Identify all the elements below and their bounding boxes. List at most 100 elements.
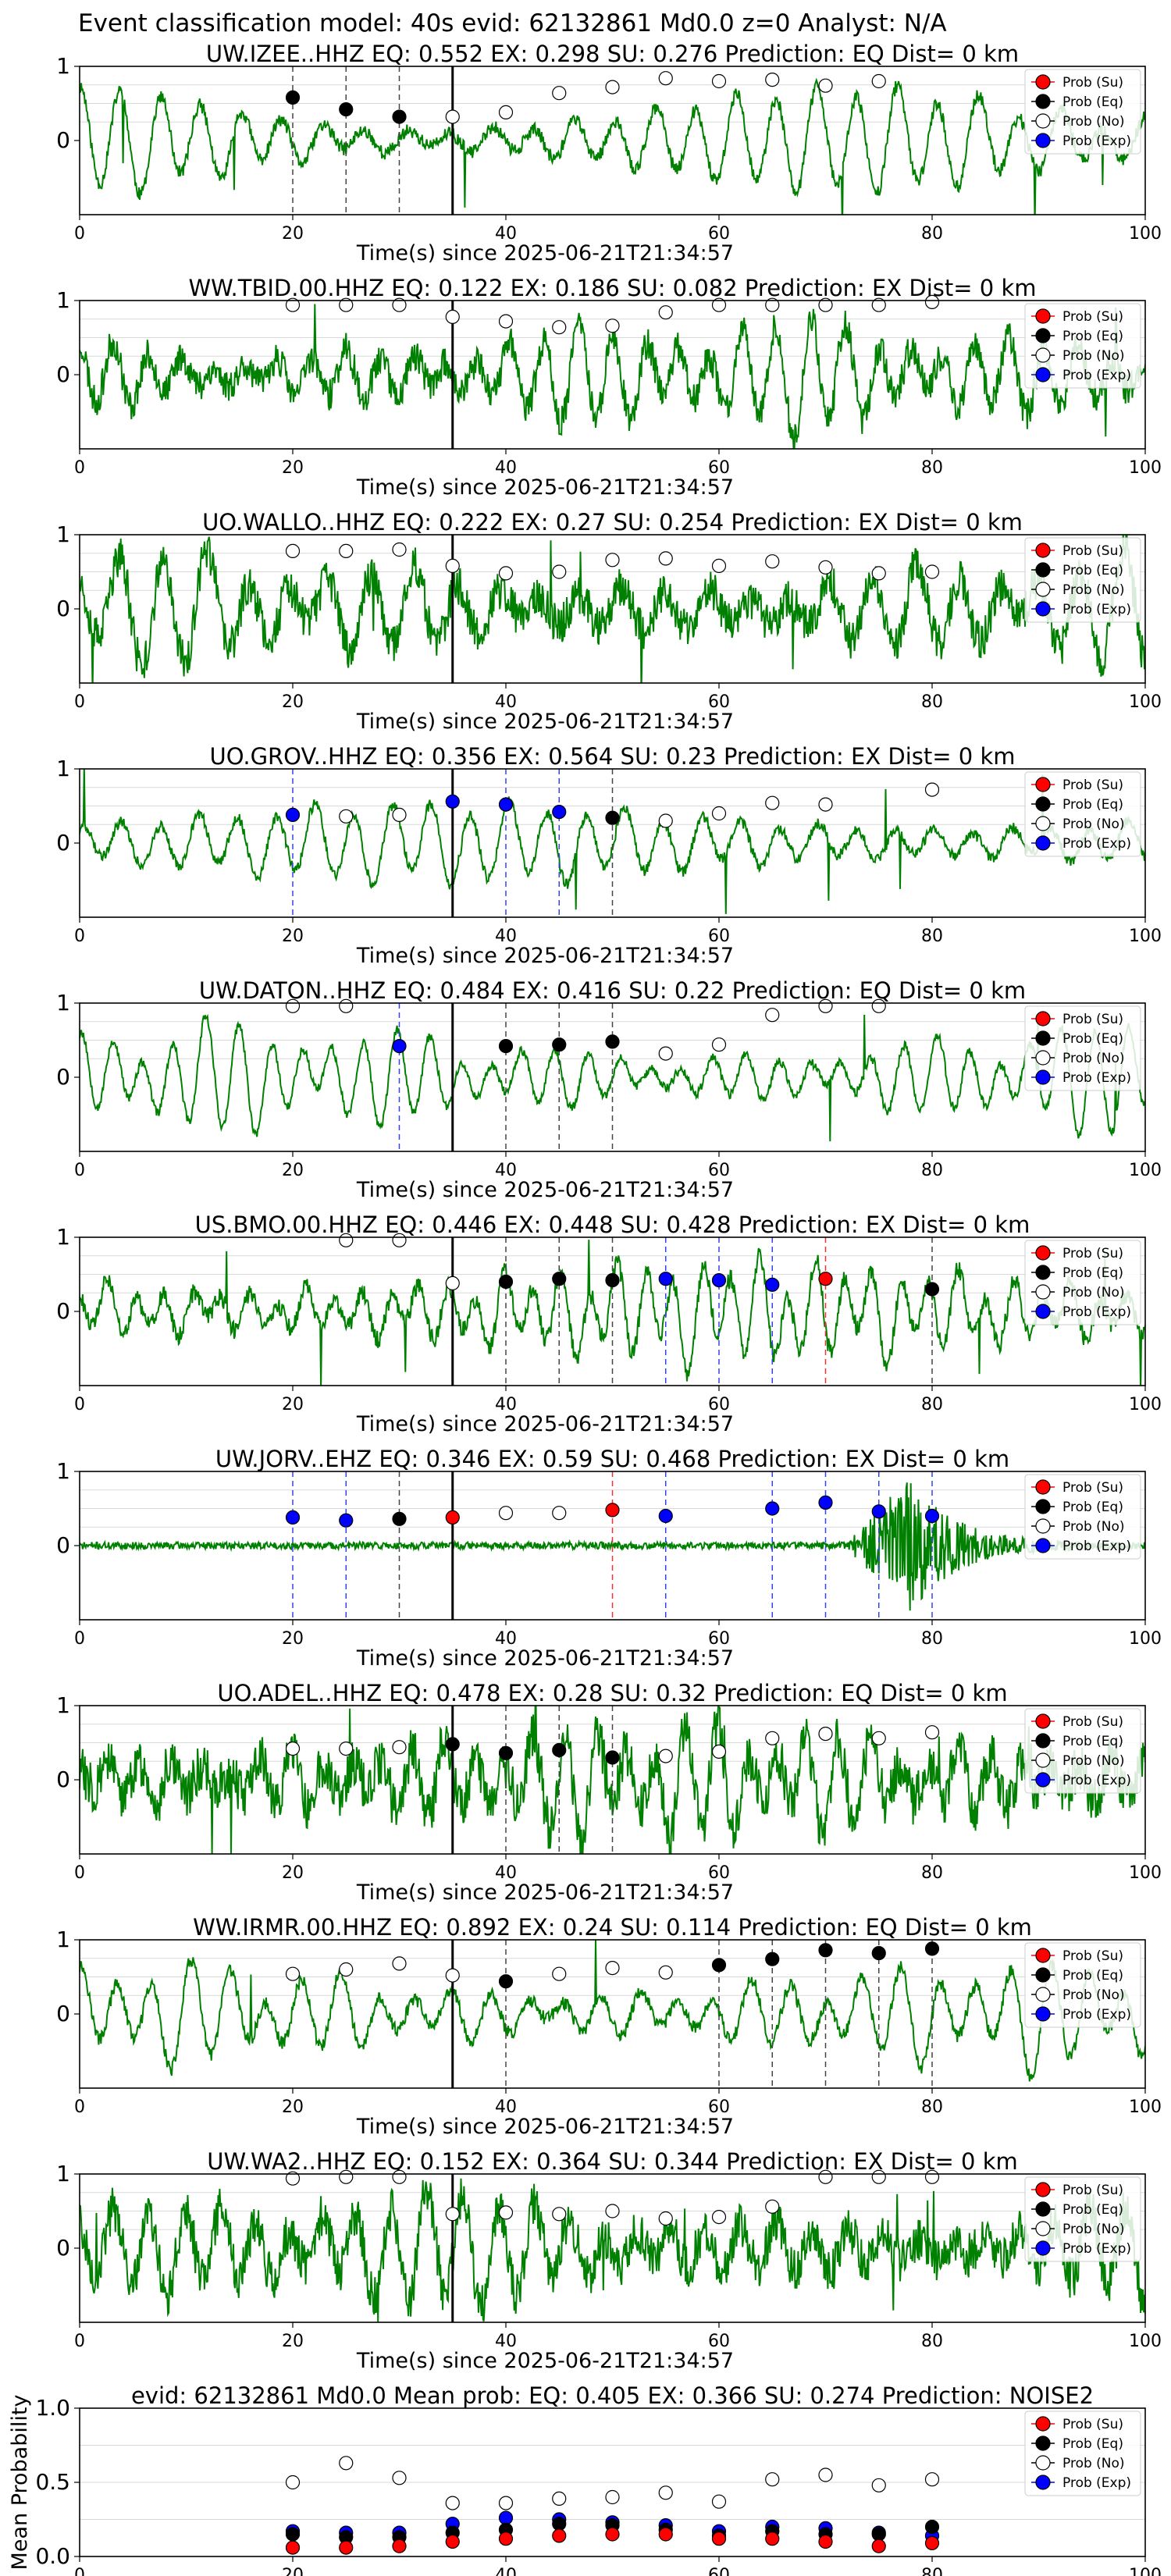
legend-label-eq: Prob (Eq)	[1062, 94, 1123, 110]
prob-marker-eq	[498, 1745, 514, 1760]
prob-marker-eq	[605, 1272, 620, 1288]
x-tick-label: 100	[1129, 2566, 1162, 2576]
panel-UW.IZEE..HHZ: UW.IZEE..HHZ EQ: 0.552 EX: 0.298 SU: 0.2…	[56, 41, 1162, 265]
legend-label-su: Prob (Su)	[1062, 1012, 1123, 1027]
x-tick-label: 40	[495, 224, 517, 244]
x-tick-label: 80	[921, 1395, 943, 1414]
legend-label-exp: Prob (Exp)	[1062, 836, 1131, 852]
prob-marker-no	[339, 809, 354, 824]
x-tick-label: 80	[921, 224, 943, 244]
x-tick-label: 60	[708, 2097, 730, 2117]
x-tick-label: 40	[495, 692, 517, 712]
prob-marker-eq	[552, 1037, 567, 1052]
prob-marker-no	[658, 71, 673, 86]
x-tick-label: 80	[921, 458, 943, 478]
x-tick-label: 0	[74, 224, 85, 244]
mean-prob-marker-su	[765, 2532, 780, 2546]
mean-prob-marker-su	[818, 2534, 833, 2549]
prob-marker-no	[924, 564, 940, 579]
legend-label-eq: Prob (Eq)	[1062, 1968, 1123, 1984]
prob-marker-no	[498, 1506, 514, 1521]
waveform-trace	[80, 2178, 1145, 2322]
panel-title: evid: 62132861 Md0.0 Mean prob: EQ: 0.40…	[131, 2382, 1094, 2409]
prob-marker-no	[392, 2169, 407, 2184]
x-tick-label: 60	[708, 927, 730, 946]
prob-marker-no	[339, 1742, 354, 1756]
prob-marker-exp	[445, 794, 460, 809]
legend-marker-su	[1035, 1245, 1051, 1261]
x-axis-label: Time(s) since 2025-06-21T21:34:57	[356, 710, 734, 734]
legend-label-exp: Prob (Exp)	[1062, 368, 1131, 383]
legend-marker-no	[1035, 1050, 1051, 1066]
prob-marker-no	[818, 1727, 833, 1742]
prob-marker-eq	[498, 1974, 514, 1989]
prob-marker-no	[392, 297, 407, 312]
prob-marker-no	[924, 1725, 940, 1740]
x-tick-label: 0	[74, 1161, 85, 1180]
prob-marker-eq	[605, 810, 620, 825]
x-tick-label: 60	[708, 458, 730, 478]
panel-UO.GROV..HHZ: UO.GROV..HHZ EQ: 0.356 EX: 0.564 SU: 0.2…	[56, 743, 1162, 968]
prob-marker-no	[871, 73, 886, 89]
mean-prob-marker-eq	[871, 2527, 886, 2542]
prob-marker-eq	[605, 1034, 620, 1049]
legend-marker-su	[1035, 543, 1051, 558]
prob-marker-no	[871, 1731, 886, 1745]
x-tick-label: 100	[1129, 1863, 1162, 1883]
prob-marker-no	[765, 1731, 780, 1745]
panel-UW.WA2..HHZ: UW.WA2..HHZ EQ: 0.152 EX: 0.364 SU: 0.34…	[56, 2148, 1162, 2373]
x-tick-label: 60	[708, 1629, 730, 1649]
panel-title: UW.WA2..HHZ EQ: 0.152 EX: 0.364 SU: 0.34…	[207, 2148, 1018, 2175]
legend-label-eq: Prob (Eq)	[1062, 1031, 1123, 1047]
legend-label-su: Prob (Su)	[1062, 1480, 1123, 1496]
prob-marker-eq	[711, 1958, 727, 1973]
mean-prob-marker-no	[445, 2496, 460, 2510]
prob-marker-no	[871, 998, 886, 1013]
legend-marker-no	[1035, 2221, 1051, 2236]
prob-marker-no	[818, 297, 833, 312]
legend-box	[1024, 1942, 1141, 2028]
legend-marker-exp	[1035, 1304, 1051, 1319]
x-tick-label: 80	[921, 1863, 943, 1883]
prob-marker-exp	[285, 1510, 301, 1525]
x-tick-label: 40	[495, 1629, 517, 1649]
prob-marker-no	[818, 797, 833, 812]
prob-marker-no	[605, 1961, 620, 1976]
mean-prob-marker-exp	[498, 2510, 514, 2525]
prob-marker-no	[818, 998, 833, 1013]
prob-marker-eq	[285, 90, 301, 105]
mean-prob-marker-su	[552, 2528, 567, 2543]
legend-marker-eq	[1035, 1265, 1051, 1280]
legend-marker-su	[1035, 1948, 1051, 1963]
x-tick-label: 60	[708, 224, 730, 244]
panel-title: UW.JORV..EHZ EQ: 0.346 EX: 0.59 SU: 0.46…	[215, 1446, 1009, 1472]
x-tick-label: 20	[282, 692, 304, 712]
y-tick-label: 0.5	[35, 2469, 70, 2495]
prob-marker-eq	[818, 1943, 833, 1958]
mean-prob-marker-su	[498, 2532, 514, 2546]
x-tick-label: 100	[1129, 927, 1162, 946]
prob-marker-no	[552, 86, 567, 101]
x-tick-label: 20	[282, 1161, 304, 1180]
prob-marker-no	[924, 2169, 940, 2184]
x-tick-label: 80	[921, 2097, 943, 2117]
x-tick-label: 0	[74, 692, 85, 712]
legend-marker-eq	[1035, 796, 1051, 812]
legend-box	[1024, 1708, 1141, 1794]
legend-label-su: Prob (Su)	[1062, 1246, 1123, 1261]
legend-marker-su	[1035, 2182, 1051, 2197]
prob-marker-no	[924, 782, 940, 797]
panels-container: UW.IZEE..HHZ EQ: 0.552 EX: 0.298 SU: 0.2…	[8, 41, 1162, 2576]
prob-marker-exp	[924, 1508, 940, 1524]
legend-marker-eq	[1035, 1733, 1051, 1749]
legend-label-exp: Prob (Exp)	[1062, 2475, 1131, 2491]
prob-marker-exp	[285, 807, 301, 823]
legend-label-no: Prob (No)	[1062, 1519, 1125, 1535]
prob-marker-no	[552, 1966, 567, 1981]
prob-marker-no	[765, 72, 780, 87]
legend-marker-exp	[1035, 1069, 1051, 1085]
y-tick-label: 0	[56, 127, 70, 153]
prob-marker-no	[339, 1233, 354, 1247]
legend-label-exp: Prob (Exp)	[1062, 1070, 1131, 1086]
prob-marker-no	[552, 1506, 567, 1521]
